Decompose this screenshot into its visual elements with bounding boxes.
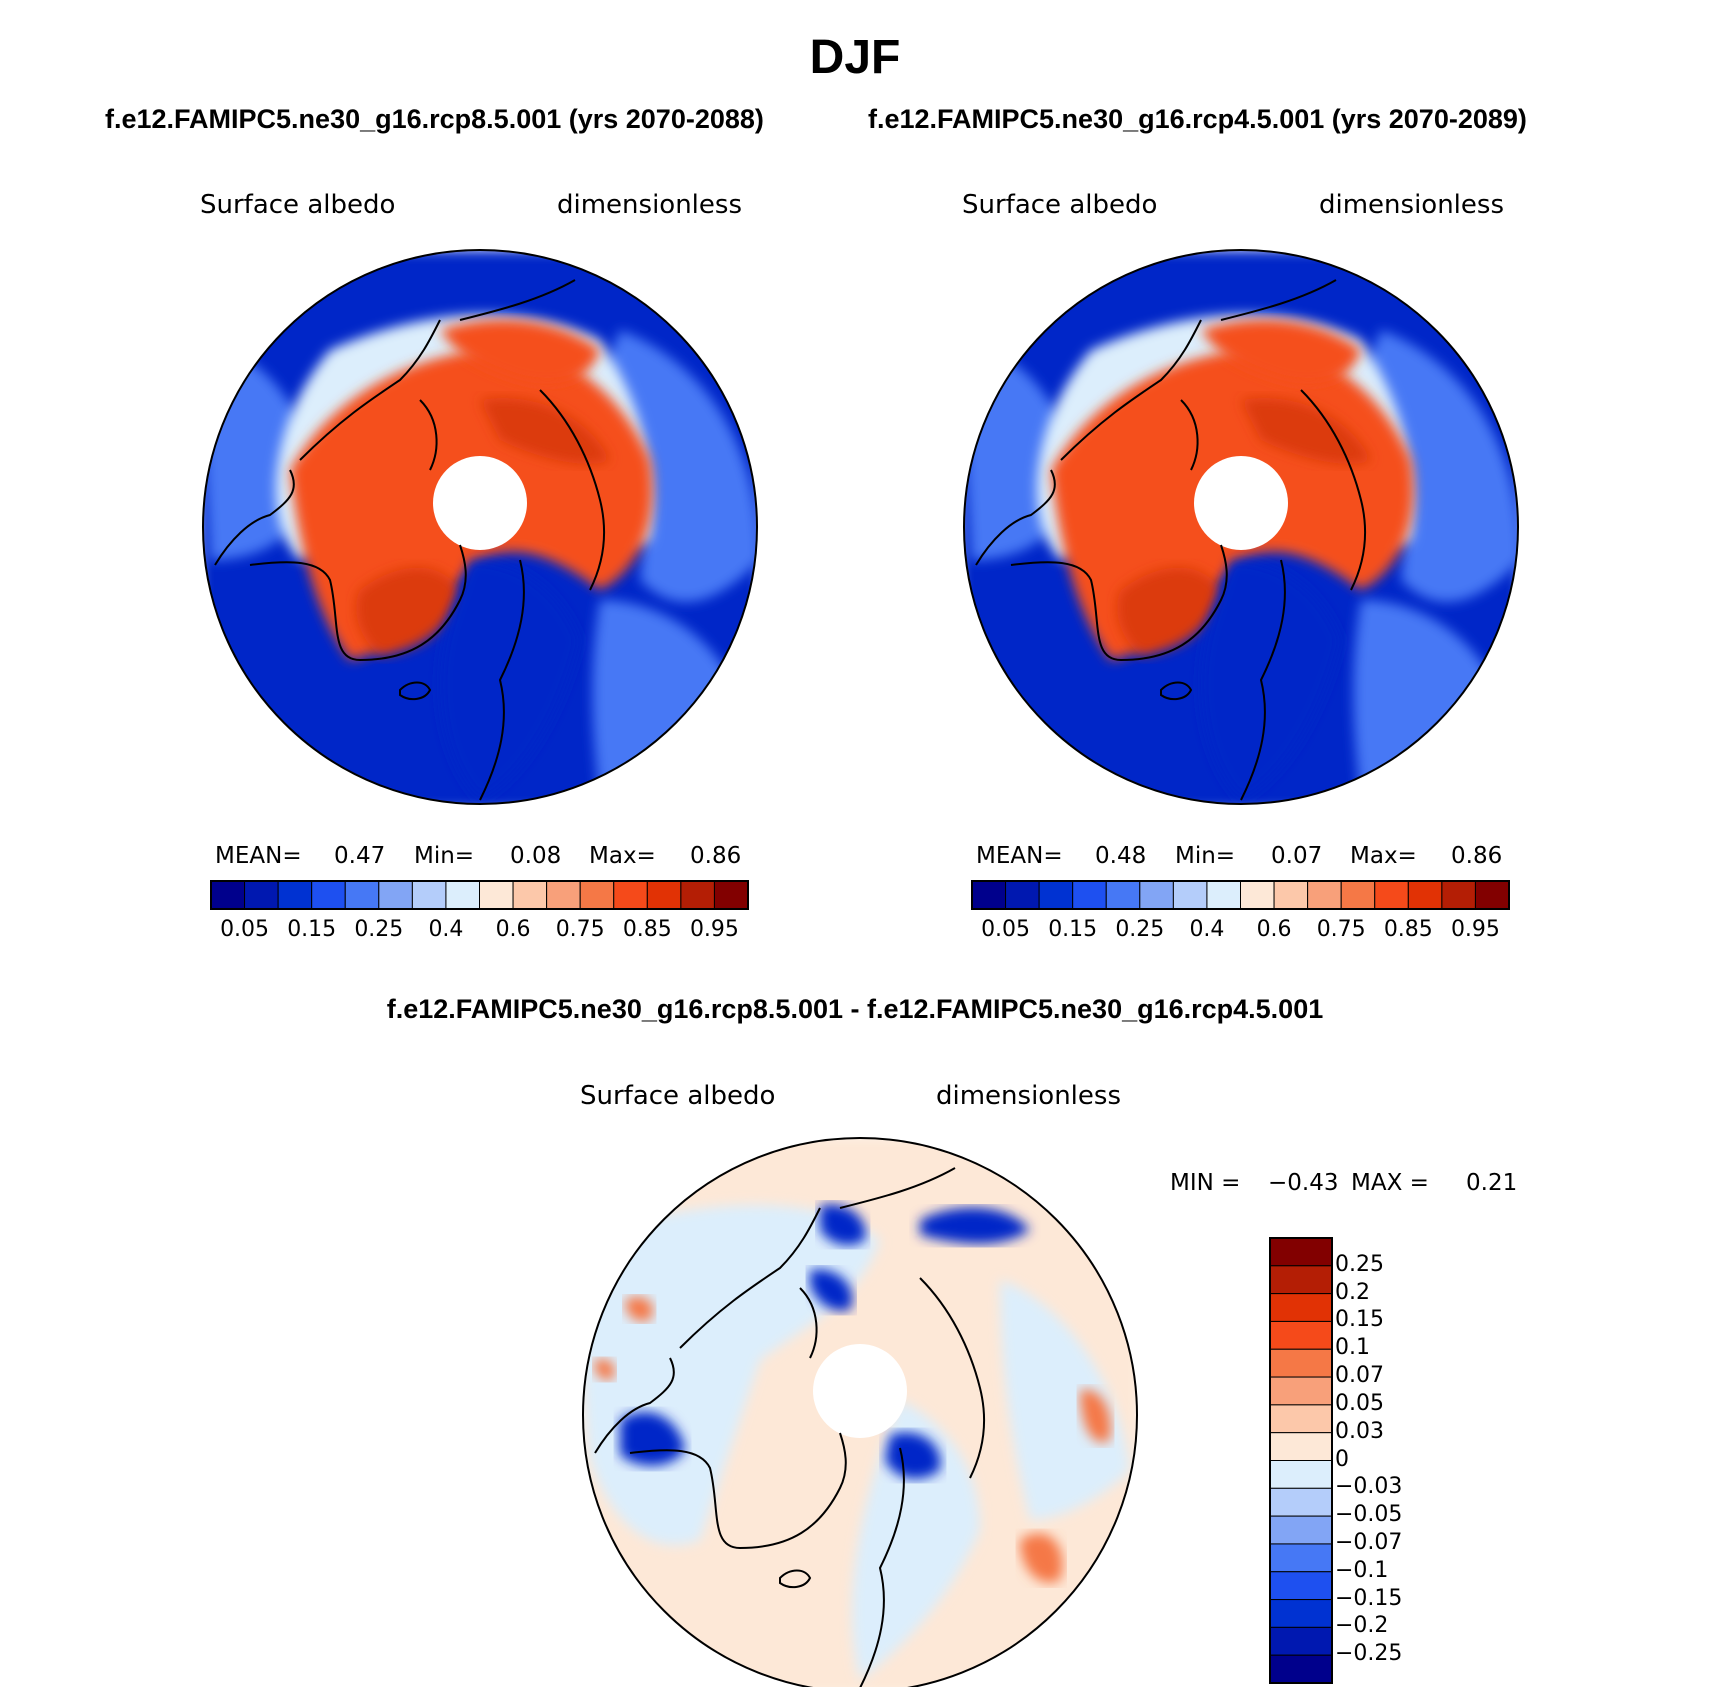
- colorbar-right-swatch: [1105, 880, 1141, 910]
- panel-right-mean-value: 0.48: [1095, 843, 1147, 869]
- colorbar-left-tick-label: 0.05: [220, 917, 270, 942]
- colorbar-diff-swatch: [1269, 1487, 1333, 1517]
- colorbar-diff-swatch: [1269, 1599, 1333, 1628]
- colorbar-left-border: [210, 880, 749, 910]
- colorbar-diff-swatch: [1269, 1348, 1333, 1378]
- panel-left-max-value: 0.86: [690, 843, 742, 869]
- panel-right-max-value: 0.86: [1451, 843, 1503, 869]
- colorbar-right-tick-label: 0.25: [1115, 917, 1165, 942]
- colorbar-diff-tick-label: −0.03: [1335, 1474, 1403, 1500]
- colorbar-left-swatch: [344, 880, 380, 910]
- colorbar-diff-tick-label: −0.2: [1335, 1613, 1389, 1639]
- panel-right-max-label: Max=: [1350, 843, 1417, 869]
- colorbar-diff-tick-label: 0.15: [1335, 1307, 1384, 1333]
- diff-min-value: −0.43: [1268, 1170, 1339, 1196]
- panel-left-variable: Surface albedo: [200, 190, 396, 220]
- panel-right-mean-label: MEAN=: [976, 843, 1063, 869]
- colorbar-right-swatch: [1474, 880, 1510, 910]
- colorbar-diff-swatch: [1269, 1432, 1333, 1461]
- panel-right-case-title: f.e12.FAMIPC5.ne30_g16.rcp4.5.001 (yrs 2…: [868, 104, 1527, 134]
- colorbar-right-swatch: [1340, 880, 1376, 910]
- colorbar-diff-tick-label: −0.15: [1335, 1585, 1403, 1611]
- colorbar-diff-swatch: [1269, 1376, 1333, 1406]
- colorbar-diff-swatch: [1269, 1404, 1333, 1434]
- panel-left-mean-label: MEAN=: [215, 843, 302, 869]
- colorbar-diff-swatch: [1269, 1515, 1333, 1545]
- colorbar-diff-tick-label: 0.07: [1335, 1363, 1384, 1389]
- colorbar-diff-tick-label: −0.25: [1335, 1641, 1403, 1667]
- colorbar-diff-tick-label: −0.05: [1335, 1502, 1403, 1528]
- colorbar-diff-tick-label: −0.07: [1335, 1529, 1403, 1555]
- panel-left-units: dimensionless: [557, 190, 742, 220]
- colorbar-diff-tick-label: −0.1: [1335, 1557, 1389, 1583]
- panel-left-min-label: Min=: [414, 843, 475, 869]
- panel-left-case-title: f.e12.FAMIPC5.ne30_g16.rcp8.5.001 (yrs 2…: [105, 104, 764, 134]
- panel-right-units: dimensionless: [1319, 190, 1504, 220]
- colorbar-diff-swatch: [1269, 1571, 1333, 1601]
- colorbar-diff-border: [1269, 1237, 1333, 1684]
- colorbar-diff-tick-label: 0.03: [1335, 1418, 1384, 1444]
- colorbar-diff-tick-label: 0: [1335, 1446, 1349, 1472]
- colorbar-right-tick-label: 0.85: [1383, 917, 1433, 942]
- colorbar-left-tick-label: 0.15: [287, 917, 337, 942]
- colorbar-diff-swatch: [1269, 1543, 1333, 1573]
- colorbar-diff-swatch: [1269, 1654, 1333, 1684]
- colorbar-right-tick-label: 0.6: [1256, 917, 1292, 942]
- colorbar-left-tick-label: 0.75: [555, 917, 605, 942]
- colorbar-left-tick-label: 0.6: [495, 917, 531, 942]
- colorbar-right-swatch: [1441, 880, 1476, 910]
- colorbar-diff-swatch: [1269, 1626, 1333, 1656]
- figure-title: DJF: [809, 31, 901, 84]
- colorbar-diff-swatch: [1269, 1265, 1333, 1295]
- colorbar-diff-swatch: [1269, 1460, 1333, 1489]
- colorbar-right-tick-label: 0.95: [1450, 917, 1500, 942]
- colorbar-right-swatch: [1407, 880, 1443, 910]
- colorbar-left-tick-label: 0.95: [689, 917, 739, 942]
- diff-case-title: f.e12.FAMIPC5.ne30_g16.rcp8.5.001 - f.e1…: [386, 994, 1324, 1024]
- colorbar-right-tick-label: 0.05: [981, 917, 1031, 942]
- colorbar-right-border: [971, 880, 1510, 910]
- panel-left-mean-value: 0.47: [334, 843, 386, 869]
- colorbar-diff-swatch: [1269, 1320, 1333, 1350]
- colorbar-diff-swatch: [1269, 1237, 1333, 1267]
- colorbar-diff-tick-label: 0.2: [1335, 1279, 1370, 1305]
- diff-min-label: MIN =: [1170, 1170, 1241, 1196]
- panel-right-min-label: Min=: [1175, 843, 1236, 869]
- diff-max-label: MAX =: [1351, 1170, 1429, 1196]
- colorbar-right-tick-label: 0.75: [1316, 917, 1366, 942]
- colorbar-diff-tick-label: 0.25: [1335, 1251, 1384, 1277]
- colorbar-right-swatch: [1038, 880, 1074, 910]
- panel-left-max-label: Max=: [589, 843, 656, 869]
- colorbar-left-swatch: [512, 880, 548, 910]
- colorbar-left-swatch: [244, 880, 279, 910]
- panel-left-min-value: 0.08: [510, 843, 562, 869]
- colorbar-diff-tick-label: 0.05: [1335, 1390, 1384, 1416]
- colorbar-right-swatch: [1172, 880, 1208, 910]
- diff-max-value: 0.21: [1466, 1170, 1518, 1196]
- colorbar-left-tick-label: 0.25: [354, 917, 404, 942]
- colorbar-diff-tick-label: 0.1: [1335, 1335, 1370, 1361]
- colorbar-diff: [1269, 1237, 1333, 1684]
- colorbar-right-tick-label: 0.15: [1048, 917, 1098, 942]
- panel-right-min-value: 0.07: [1271, 843, 1323, 869]
- diff-units: dimensionless: [936, 1081, 1121, 1111]
- colorbar-diff-swatch: [1269, 1293, 1333, 1322]
- colorbar-left-swatch: [378, 880, 413, 910]
- colorbar-left-tick-label: 0.85: [622, 917, 672, 942]
- colorbar-left: [210, 880, 749, 910]
- colorbar-left-tick-label: 0.4: [428, 917, 464, 942]
- diff-variable: Surface albedo: [580, 1081, 776, 1111]
- colorbar-right: [971, 880, 1510, 910]
- colorbar-right-tick-label: 0.4: [1189, 917, 1225, 942]
- panel-right-variable: Surface albedo: [962, 190, 1158, 220]
